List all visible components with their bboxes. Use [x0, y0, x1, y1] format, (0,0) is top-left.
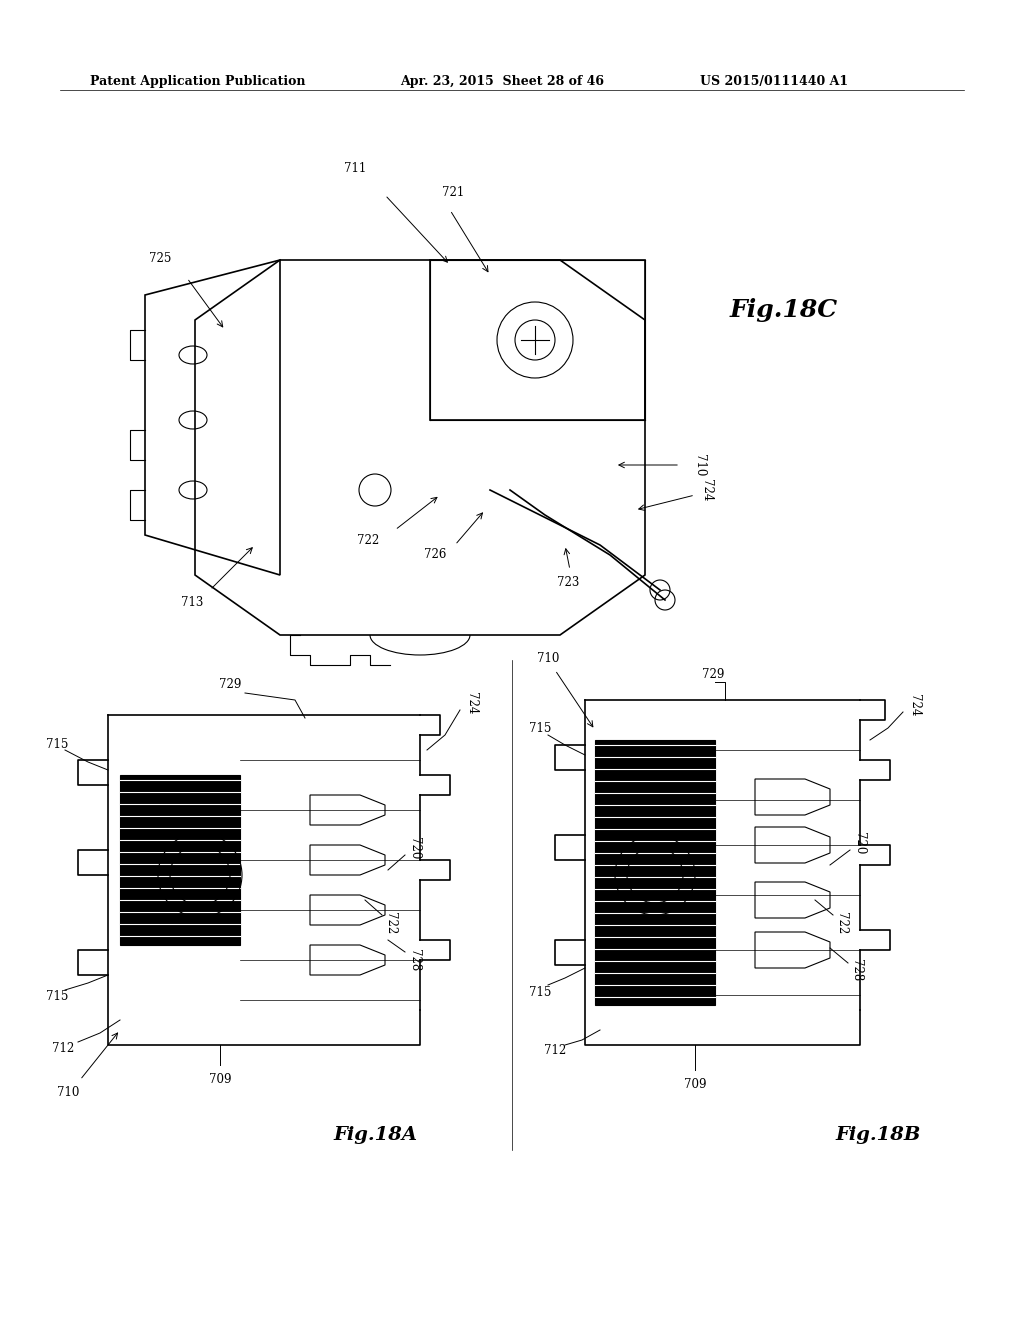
- Text: 725: 725: [148, 252, 171, 264]
- Text: 729: 729: [701, 668, 724, 681]
- Text: 722: 722: [357, 533, 379, 546]
- Text: 724: 724: [465, 692, 478, 714]
- Text: 723: 723: [557, 576, 580, 589]
- Text: 722: 722: [384, 912, 397, 935]
- Text: 710: 710: [56, 1085, 79, 1098]
- Text: Fig.18B: Fig.18B: [835, 1126, 921, 1144]
- Text: Patent Application Publication: Patent Application Publication: [90, 75, 305, 88]
- Text: Fig.18A: Fig.18A: [333, 1126, 417, 1144]
- Polygon shape: [120, 775, 240, 945]
- Text: 724: 724: [908, 694, 921, 717]
- Text: 721: 721: [442, 186, 464, 199]
- Text: 729: 729: [219, 678, 242, 692]
- Text: 710: 710: [537, 652, 559, 664]
- Text: US 2015/0111440 A1: US 2015/0111440 A1: [700, 75, 848, 88]
- Text: 713: 713: [181, 597, 203, 610]
- Text: 728: 728: [850, 958, 863, 981]
- Text: 724: 724: [700, 479, 713, 502]
- Text: 712: 712: [544, 1044, 566, 1056]
- Text: 720: 720: [853, 832, 866, 854]
- Polygon shape: [595, 741, 715, 1005]
- Text: 715: 715: [528, 986, 551, 998]
- Text: 709: 709: [684, 1078, 707, 1092]
- Text: 715: 715: [46, 990, 69, 1003]
- Text: 715: 715: [528, 722, 551, 734]
- Text: 728: 728: [408, 949, 421, 972]
- Text: Fig.18C: Fig.18C: [730, 298, 838, 322]
- Text: 710: 710: [693, 454, 706, 477]
- Text: 726: 726: [424, 549, 446, 561]
- Text: 715: 715: [46, 738, 69, 751]
- Text: Apr. 23, 2015  Sheet 28 of 46: Apr. 23, 2015 Sheet 28 of 46: [400, 75, 604, 88]
- Text: 722: 722: [835, 912, 848, 935]
- Text: 712: 712: [52, 1041, 74, 1055]
- Text: 709: 709: [209, 1073, 231, 1086]
- Text: 711: 711: [344, 161, 367, 174]
- Text: 720: 720: [408, 837, 421, 859]
